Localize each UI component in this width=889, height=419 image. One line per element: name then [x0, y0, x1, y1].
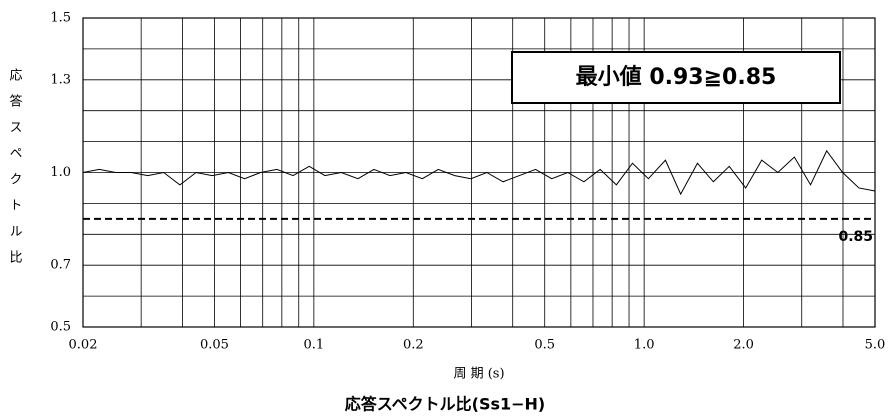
- x-tick-label: 0.5: [534, 338, 555, 353]
- y-tick-label: 1.0: [50, 165, 71, 180]
- chart-title: 応答スペクトル比(Ss1−H): [345, 395, 545, 414]
- x-tick-label: 0.2: [403, 338, 424, 353]
- x-tick-label: 5.0: [865, 338, 886, 353]
- annotation-box: [511, 51, 841, 104]
- annotation: 最小値 0.93≧0.85: [576, 65, 777, 90]
- y-tick-label: 0.5: [50, 320, 71, 335]
- reference-label: 0.85: [838, 229, 873, 245]
- x-tick-label: 1.0: [634, 338, 655, 353]
- x-axis-label: 周 期 (s): [453, 367, 504, 382]
- x-tick-label: 0.1: [304, 338, 325, 353]
- data-line: [82, 149, 876, 196]
- y-tick-label: 1.5: [50, 11, 71, 26]
- y-tick-label: 1.3: [50, 72, 71, 87]
- x-tick-label: 0.05: [200, 338, 229, 353]
- x-tick-label: 2.0: [733, 338, 754, 353]
- y-tick-label: 0.7: [50, 258, 71, 273]
- x-tick-label: 0.02: [69, 338, 98, 353]
- y-axis-label: 応答スペクトル比: [7, 68, 23, 276]
